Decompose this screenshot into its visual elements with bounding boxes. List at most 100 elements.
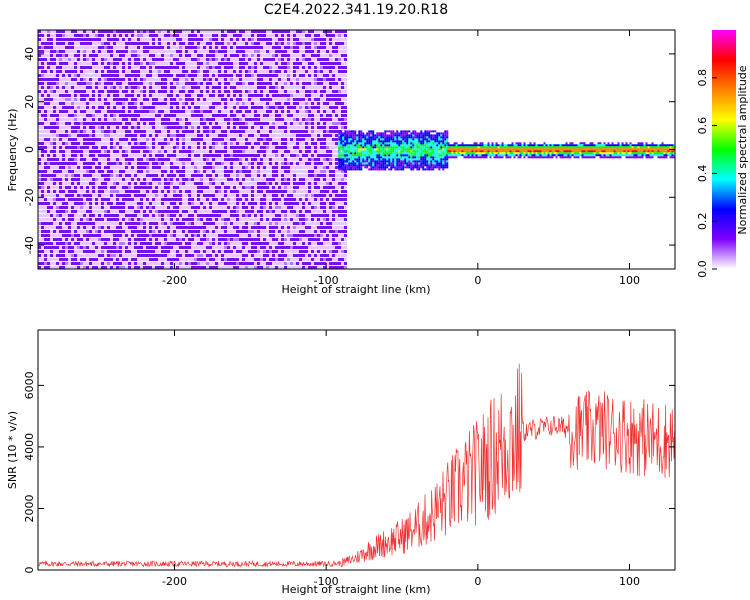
spectrogram-cell (146, 50, 149, 53)
spectrogram-cell (218, 190, 221, 193)
spectrogram-cell (233, 42, 236, 45)
spectrogram-cell (188, 90, 191, 93)
spectrogram-cell (50, 210, 53, 213)
spectrogram-cell (263, 234, 266, 237)
spectrogram-cell (113, 114, 116, 117)
spectrogram-cell (68, 154, 71, 157)
spectrogram-cell (95, 186, 98, 189)
spectrogram-cell (188, 214, 191, 217)
spectrogram-cell (86, 218, 89, 221)
spectrogram-cell (59, 242, 62, 245)
spectrogram-cell (38, 130, 41, 133)
spectrogram-cell (263, 190, 266, 193)
spectrogram-cell (128, 62, 131, 65)
spectrogram-cell (137, 166, 140, 169)
spectrogram-cell (122, 94, 125, 97)
spectrogram-cell (86, 106, 89, 109)
spectrogram-cell (74, 62, 77, 65)
spectrogram-cell (116, 226, 119, 229)
spectrogram-cell (284, 190, 287, 193)
spectrogram-cell (281, 206, 284, 209)
spectrogram-cell (245, 206, 248, 209)
spectrogram-cell (203, 178, 206, 181)
spectrogram-cell (182, 158, 185, 161)
spectrogram-cell (86, 166, 89, 169)
spectrogram-cell (116, 186, 119, 189)
spectrogram-cell (134, 114, 137, 117)
spectrogram-cell (110, 114, 113, 117)
spectrogram-cell (83, 250, 86, 253)
spectrogram-cell (224, 94, 227, 97)
spectrogram-cell (119, 62, 122, 65)
spectrogram-cell (263, 170, 266, 173)
spectrogram-cell (203, 210, 206, 213)
spectrogram-cell (188, 34, 191, 37)
spectrogram-cell (179, 134, 182, 137)
spectrogram-cell (191, 198, 194, 201)
spectrogram-cell (221, 98, 224, 101)
spectrogram-cell (143, 234, 146, 237)
spectrogram-cell (50, 58, 53, 61)
spectrogram-cell (272, 82, 275, 85)
spectrogram-cell (284, 174, 287, 177)
spectrogram-cell (272, 210, 275, 213)
spectrogram-cell (107, 238, 110, 241)
spectrogram-cell (110, 230, 113, 233)
spectrogram-cell (197, 218, 200, 221)
spectrogram-cell (71, 34, 74, 37)
spectrogram-cell (287, 50, 290, 53)
spectrogram-cell (44, 86, 47, 89)
spectrogram-cell (212, 82, 215, 85)
spectrogram-cell (101, 138, 104, 141)
spectrogram-cell (203, 202, 206, 205)
spectrogram-cell (266, 122, 269, 125)
spectrogram-cell (191, 126, 194, 129)
spectrogram-cell (65, 30, 68, 33)
spectrogram-cell (53, 242, 56, 245)
spectrogram-cell (215, 262, 218, 265)
spectrogram-cell (254, 214, 257, 217)
spectrogram-cell (176, 158, 179, 161)
spectrogram-cell (230, 246, 233, 249)
spectrogram-cell (155, 258, 158, 261)
spectrogram-cell (80, 46, 83, 49)
spectrogram-cell (116, 198, 119, 201)
spectrogram-cell (182, 114, 185, 117)
spectrogram-cell (218, 186, 221, 189)
spectrogram-cell (86, 146, 89, 149)
spectrogram-cell (176, 74, 179, 77)
spectrogram-cell (137, 30, 140, 33)
spectrogram-cell (203, 122, 206, 125)
spectrogram-cell (152, 78, 155, 81)
spectrogram-cell (221, 214, 224, 217)
spectrogram-cell (131, 102, 134, 105)
spectrogram-cell (233, 222, 236, 225)
spectrogram-cell (230, 206, 233, 209)
spectrogram-cell (86, 210, 89, 213)
spectrogram-cell (269, 226, 272, 229)
spectrogram-cell (92, 258, 95, 261)
spectrogram-cell (158, 50, 161, 53)
spectrogram-cell (158, 126, 161, 129)
spectrogram-cell (68, 218, 71, 221)
spectrogram-cell (221, 222, 224, 225)
spectrogram-cell (254, 154, 257, 157)
spectrogram-cell (257, 62, 260, 65)
spectrogram-cell (80, 258, 83, 261)
spectrogram-cell (62, 94, 65, 97)
spectrogram-cell (83, 182, 86, 185)
spectrogram-cell (275, 134, 278, 137)
spectrogram-cell (260, 250, 263, 253)
spectrogram-cell (131, 202, 134, 205)
spectrogram-cell (65, 202, 68, 205)
spectrogram-cell (47, 262, 50, 265)
spectrogram-cell (173, 142, 176, 145)
spectrogram-cell (74, 78, 77, 81)
spectrogram-cell (188, 62, 191, 65)
spectrogram-cell (86, 222, 89, 225)
spectrogram-cell (164, 46, 167, 49)
spectrogram-cell (188, 122, 191, 125)
spectrogram-cell (221, 166, 224, 169)
spectrogram-cell (146, 30, 149, 33)
spectrogram-cell (242, 130, 245, 133)
